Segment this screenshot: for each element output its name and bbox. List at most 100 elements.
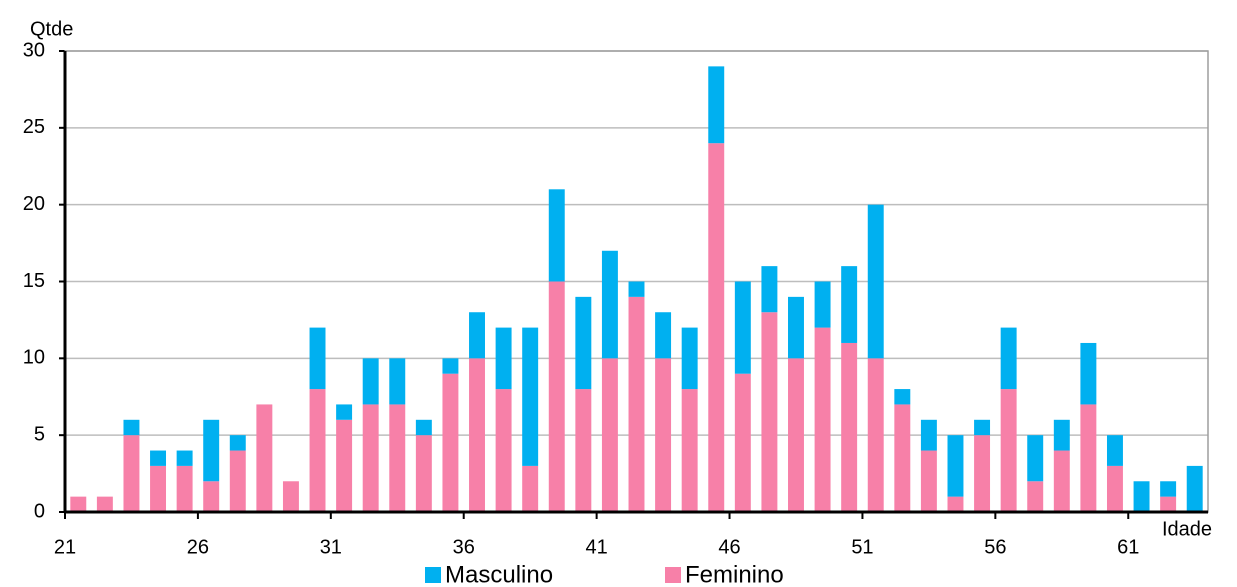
bar: [150, 450, 167, 466]
y-tick-label: 5: [34, 423, 45, 445]
x-tick-label: 61: [1117, 536, 1139, 558]
bar: [1027, 435, 1044, 482]
bar: [920, 450, 937, 512]
bar: [628, 296, 645, 512]
x-tick-label: 36: [453, 536, 475, 558]
bar: [1027, 481, 1044, 512]
bar: [389, 358, 406, 405]
bar: [628, 281, 645, 297]
bar: [1080, 342, 1097, 405]
bar: [601, 250, 618, 359]
y-tick-label: 30: [23, 39, 45, 61]
bar: [1160, 496, 1177, 512]
bar: [894, 389, 911, 405]
bar: [1000, 327, 1017, 390]
bar: [841, 266, 858, 343]
bar: [761, 312, 778, 512]
bar: [575, 296, 592, 390]
x-tick-label: 46: [718, 536, 740, 558]
bar: [734, 373, 751, 512]
bar: [974, 419, 991, 436]
bar: [1133, 481, 1150, 512]
bar: [123, 419, 140, 436]
bar: [788, 296, 804, 359]
bar: [947, 435, 964, 497]
bar: [1106, 465, 1123, 512]
y-tick-label: 25: [23, 116, 45, 138]
bar: [96, 496, 113, 512]
legend-swatch: [425, 567, 441, 583]
bar: [920, 419, 937, 451]
bar: [203, 419, 220, 482]
bar: [1000, 389, 1017, 512]
bar: [150, 465, 167, 512]
bar: [974, 435, 991, 512]
bar: [947, 496, 964, 512]
x-tick-label: 21: [54, 536, 76, 558]
bar: [841, 342, 858, 512]
bar: [415, 435, 432, 512]
x-tick-label: 31: [320, 536, 342, 558]
bar: [814, 327, 831, 512]
x-tick-label: 51: [851, 536, 873, 558]
legend-label: Feminino: [685, 561, 784, 587]
x-tick-label: 26: [187, 536, 209, 558]
x-axis-title: Idade: [1162, 519, 1212, 541]
bar: [415, 419, 432, 436]
bar: [309, 389, 326, 512]
bar: [336, 419, 353, 512]
legend-label: Masculino: [445, 561, 553, 587]
bar: [788, 358, 804, 512]
bar: [389, 404, 406, 512]
bar: [1160, 481, 1177, 497]
bar: [655, 312, 672, 359]
bar: [655, 358, 672, 512]
bar: [256, 404, 273, 512]
bar: [867, 204, 884, 359]
bar: [575, 389, 592, 512]
bar: [442, 373, 459, 512]
bar: [1053, 419, 1070, 451]
bar: [1186, 465, 1203, 512]
bar: [734, 281, 751, 374]
bar: [495, 327, 512, 390]
bar: [336, 404, 353, 420]
bar: [867, 358, 884, 512]
bar: [681, 327, 698, 390]
legend-swatch: [665, 567, 681, 583]
x-tick-label: 41: [586, 536, 608, 558]
bar: [203, 481, 220, 512]
bar: [495, 389, 512, 512]
y-tick-label: 15: [23, 270, 45, 292]
bar: [708, 66, 725, 144]
bar: [469, 312, 485, 359]
bar: [548, 281, 565, 512]
bar: [522, 465, 539, 512]
bar: [1080, 404, 1097, 512]
y-tick-label: 20: [23, 193, 45, 215]
y-axis-title: Qtde: [30, 18, 73, 40]
bar: [282, 481, 299, 512]
bar: [1053, 450, 1070, 512]
bar: [1106, 435, 1123, 466]
bar: [229, 450, 246, 512]
y-tick-label: 10: [23, 347, 45, 369]
bar: [123, 435, 140, 512]
bar: [761, 266, 778, 313]
bar: [362, 358, 379, 405]
bar: [708, 143, 725, 512]
bar: [469, 358, 485, 512]
bar: [70, 496, 87, 512]
bar: [522, 327, 539, 466]
bar: [176, 450, 193, 466]
bar: [229, 435, 246, 451]
bar: [814, 281, 831, 328]
bar: [894, 404, 911, 512]
x-tick-label: 56: [984, 536, 1006, 558]
bar: [176, 465, 193, 512]
bar: [601, 358, 618, 512]
bar: [442, 358, 459, 374]
bar: [548, 189, 565, 282]
bar: [362, 404, 379, 512]
